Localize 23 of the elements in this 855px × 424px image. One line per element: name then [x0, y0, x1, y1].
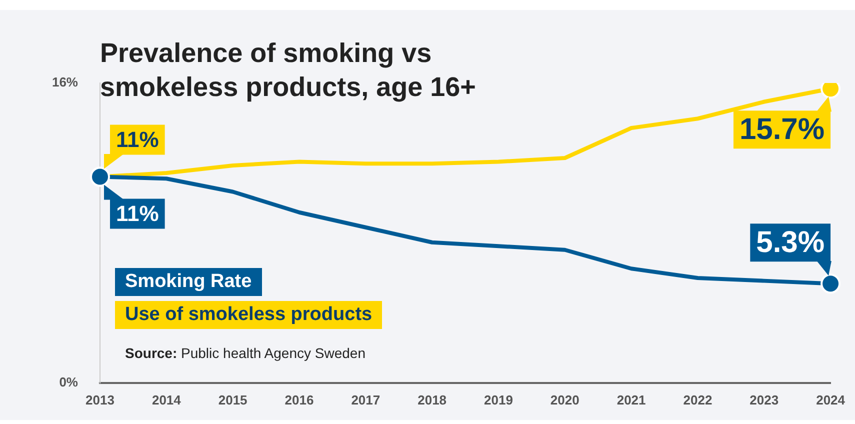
data-label: 11%: [116, 200, 159, 226]
x-tick-label: 2019: [484, 392, 513, 408]
text: Use of smokeless products: [115, 301, 382, 329]
x-tick-label: 2017: [351, 392, 380, 408]
y-tick-label: 0%: [59, 374, 78, 390]
x-tick-label: 2018: [418, 392, 447, 408]
x-tick-label: 2013: [86, 392, 114, 408]
text: Smoking Rate: [115, 268, 262, 296]
x-tick-label: 2021: [616, 392, 646, 408]
x-tick-label: 2020: [550, 392, 580, 408]
x-tick-label: 2022: [683, 392, 712, 408]
data-label: 15.7%: [739, 112, 825, 146]
y-tick-label: 16%: [52, 74, 78, 90]
x-tick-label: 2024: [816, 392, 846, 408]
x-tick-label: 2014: [152, 392, 182, 408]
x-tick-label: 2016: [284, 392, 314, 408]
point: [820, 274, 841, 294]
annotation: Source: Public health Agency Sweden: [125, 345, 366, 361]
data-label: 11%: [116, 126, 159, 152]
x-tick-label: 2023: [750, 392, 779, 408]
x-tick-label: 2015: [218, 392, 248, 408]
data-label: 5.3%: [756, 226, 825, 259]
chart-title: Prevalence of smoking vs smokeless products, age 16+: [100, 37, 477, 104]
